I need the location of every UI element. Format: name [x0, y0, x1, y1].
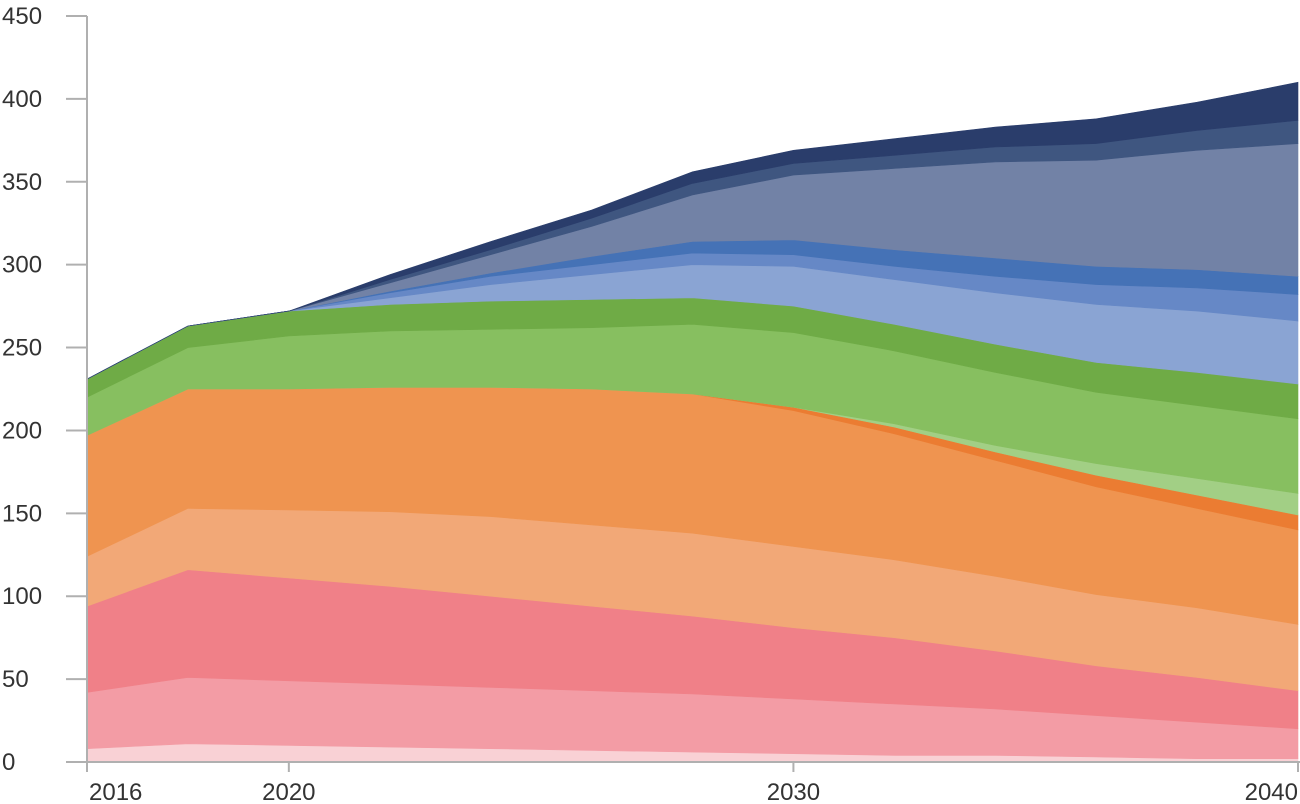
- y-tick-label: 200: [2, 417, 42, 444]
- y-tick-label: 450: [2, 3, 42, 30]
- axes-layer: [66, 16, 1300, 763]
- x-tick-label: 2030: [767, 779, 820, 804]
- area-series-15: [86, 81, 1299, 380]
- y-tick-label: 400: [2, 86, 42, 113]
- y-tick-label: 300: [2, 252, 42, 279]
- area-layer: [86, 81, 1299, 763]
- x-tick-label: 2020: [262, 779, 315, 804]
- x-tick-label: 2016: [89, 779, 142, 804]
- y-tick-label: 250: [2, 335, 42, 362]
- y-tick-label: 150: [2, 500, 42, 527]
- y-tick-label: 0: [2, 749, 15, 776]
- y-tick-layer: 0 50 100 150 200 250 300 350 400 450: [2, 3, 87, 776]
- y-tick-label: 50: [2, 666, 29, 693]
- y-tick-label: 350: [2, 169, 42, 196]
- x-tick-layer: 2016 2020 2030 2040: [86, 762, 1299, 804]
- x-tick-label: 2040: [1245, 779, 1298, 804]
- y-tick-label: 100: [2, 583, 42, 610]
